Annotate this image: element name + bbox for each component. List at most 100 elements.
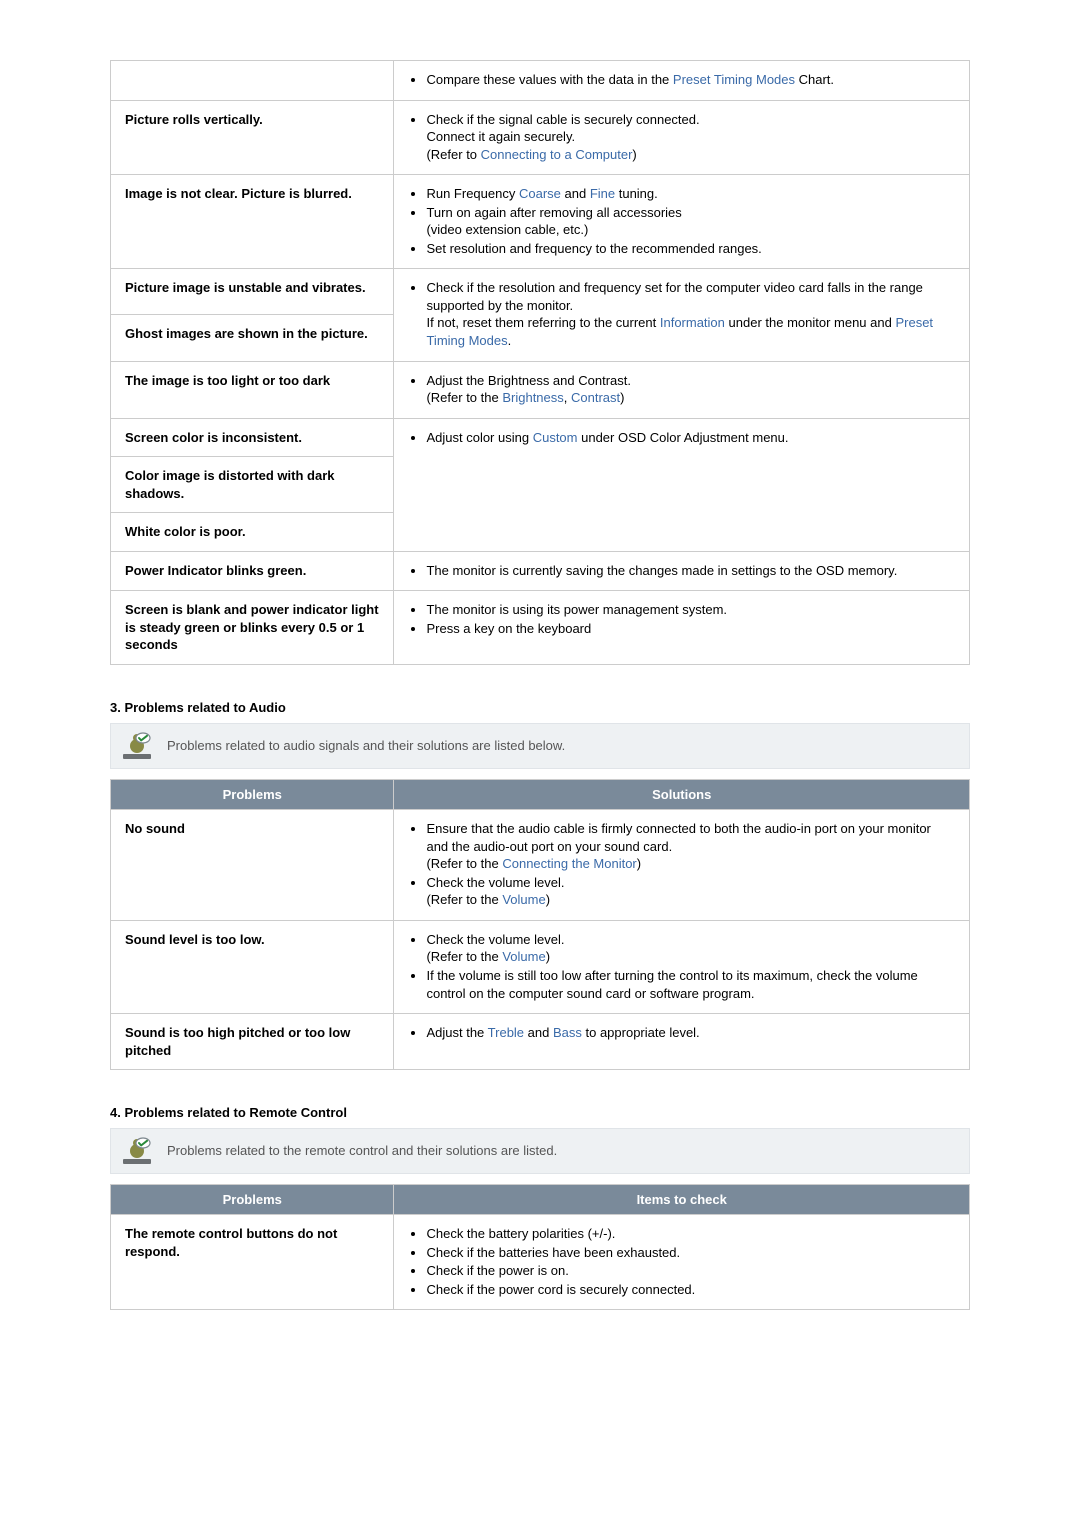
bass-link[interactable]: Bass	[553, 1025, 582, 1040]
text: )	[637, 856, 641, 871]
problem-cell: Picture image is unstable and vibrates.	[111, 269, 394, 315]
text: (Refer to	[426, 147, 480, 162]
audio-section-title: 3. Problems related to Audio	[110, 699, 970, 717]
text: If the volume is still too low after tur…	[426, 968, 917, 1001]
table-row: Screen color is inconsistent. Adjust col…	[111, 418, 970, 457]
text: and	[524, 1025, 553, 1040]
brightness-link[interactable]: Brightness	[502, 390, 563, 405]
text: )	[546, 892, 550, 907]
solution-cell: Run Frequency Coarse and Fine tuning. Tu…	[394, 175, 970, 269]
audio-note-bar: Problems related to audio signals and th…	[110, 723, 970, 769]
text: Check if the power is on.	[426, 1263, 568, 1278]
table-header-row: Problems Solutions	[111, 779, 970, 810]
solutions-header: Solutions	[394, 779, 970, 810]
table-row: Screen is blank and power indicator ligh…	[111, 591, 970, 665]
text: Check if the resolution and frequency se…	[426, 280, 922, 313]
text: Adjust the	[426, 1025, 487, 1040]
text: .	[508, 333, 512, 348]
audio-problems-table: Problems Solutions No sound Ensure that …	[110, 779, 970, 1071]
problem-cell	[111, 61, 394, 101]
problem-cell: Screen is blank and power indicator ligh…	[111, 591, 394, 665]
items-to-check-header: Items to check	[394, 1184, 970, 1215]
text: Connect it again securely.	[426, 129, 575, 144]
text: tuning.	[615, 186, 658, 201]
text: Turn on again after removing all accesso…	[426, 205, 681, 220]
text: Run Frequency	[426, 186, 519, 201]
custom-link[interactable]: Custom	[533, 430, 578, 445]
table-row: Image is not clear. Picture is blurred. …	[111, 175, 970, 269]
solution-cell: The monitor is using its power managemen…	[394, 591, 970, 665]
text: and	[561, 186, 590, 201]
connecting-computer-link[interactable]: Connecting to a Computer	[481, 147, 633, 162]
text: Press a key on the keyboard	[426, 621, 591, 636]
text: Check the volume level.	[426, 932, 564, 947]
solution-cell: Check if the resolution and frequency se…	[394, 269, 970, 361]
text: (video extension cable, etc.)	[426, 222, 588, 237]
text: )	[632, 147, 636, 162]
text: (Refer to the	[426, 949, 502, 964]
connecting-monitor-link[interactable]: Connecting the Monitor	[502, 856, 636, 871]
text: The monitor is using its power managemen…	[426, 602, 727, 617]
text: Chart.	[795, 72, 834, 87]
text: Adjust color using	[426, 430, 532, 445]
text: Check the volume level.	[426, 875, 564, 890]
remote-section-title: 4. Problems related to Remote Control	[110, 1104, 970, 1122]
problems-header: Problems	[111, 779, 394, 810]
solution-cell: Compare these values with the data in th…	[394, 61, 970, 101]
problem-cell: Color image is distorted with dark shado…	[111, 457, 394, 513]
text: Check the battery polarities (+/-).	[426, 1226, 615, 1241]
solution-cell: Adjust color using Custom under OSD Colo…	[394, 418, 970, 551]
treble-link[interactable]: Treble	[488, 1025, 524, 1040]
problem-cell: Ghost images are shown in the picture.	[111, 315, 394, 361]
problem-cell: Screen color is inconsistent.	[111, 418, 394, 457]
problem-cell: The image is too light or too dark	[111, 361, 394, 418]
text: The monitor is currently saving the chan…	[426, 563, 897, 578]
table-row: Picture rolls vertically. Check if the s…	[111, 100, 970, 175]
problem-cell: Image is not clear. Picture is blurred.	[111, 175, 394, 269]
problems-header: Problems	[111, 1184, 394, 1215]
text: Adjust the Brightness and Contrast.	[426, 373, 631, 388]
table-row: Power Indicator blinks green. The monito…	[111, 551, 970, 591]
fine-link[interactable]: Fine	[590, 186, 615, 201]
contrast-link[interactable]: Contrast	[571, 390, 620, 405]
problem-cell: Sound level is too low.	[111, 920, 394, 1013]
text: Compare these values with the data in th…	[426, 72, 672, 87]
table-row: Picture image is unstable and vibrates. …	[111, 269, 970, 315]
remote-note-bar: Problems related to the remote control a…	[110, 1128, 970, 1174]
problem-cell: The remote control buttons do not respon…	[111, 1215, 394, 1310]
table-row: Sound level is too low. Check the volume…	[111, 920, 970, 1013]
table-row: The remote control buttons do not respon…	[111, 1215, 970, 1310]
remote-problems-table: Problems Items to check The remote contr…	[110, 1184, 970, 1311]
information-link[interactable]: Information	[660, 315, 725, 330]
coarse-link[interactable]: Coarse	[519, 186, 561, 201]
table-row: Compare these values with the data in th…	[111, 61, 970, 101]
table-row: No sound Ensure that the audio cable is …	[111, 810, 970, 921]
solution-cell: The monitor is currently saving the chan…	[394, 551, 970, 591]
remote-note-text: Problems related to the remote control a…	[167, 1142, 557, 1160]
text: Check if the batteries have been exhaust…	[426, 1245, 680, 1260]
solution-cell: Ensure that the audio cable is firmly co…	[394, 810, 970, 921]
text: under OSD Color Adjustment menu.	[578, 430, 789, 445]
text: )	[546, 949, 550, 964]
text: ,	[564, 390, 571, 405]
text: Ensure that the audio cable is firmly co…	[426, 821, 930, 854]
text: (Refer to the	[426, 390, 502, 405]
solution-cell: Adjust the Treble and Bass to appropriat…	[394, 1014, 970, 1070]
text: under the monitor menu and	[725, 315, 896, 330]
preset-timing-modes-link[interactable]: Preset Timing Modes	[673, 72, 795, 87]
text: to appropriate level.	[582, 1025, 700, 1040]
solution-cell: Check if the signal cable is securely co…	[394, 100, 970, 175]
problem-cell: Picture rolls vertically.	[111, 100, 394, 175]
text: (Refer to the	[426, 856, 502, 871]
text: (Refer to the	[426, 892, 502, 907]
volume-link[interactable]: Volume	[502, 949, 545, 964]
note-icon	[121, 1137, 153, 1165]
volume-link[interactable]: Volume	[502, 892, 545, 907]
solution-cell: Check the volume level. (Refer to the Vo…	[394, 920, 970, 1013]
problem-cell: No sound	[111, 810, 394, 921]
problem-cell: Sound is too high pitched or too low pit…	[111, 1014, 394, 1070]
text: Check if the signal cable is securely co…	[426, 112, 699, 127]
solution-cell: Adjust the Brightness and Contrast. (Ref…	[394, 361, 970, 418]
solution-cell: Check the battery polarities (+/-). Chec…	[394, 1215, 970, 1310]
table-row: Sound is too high pitched or too low pit…	[111, 1014, 970, 1070]
